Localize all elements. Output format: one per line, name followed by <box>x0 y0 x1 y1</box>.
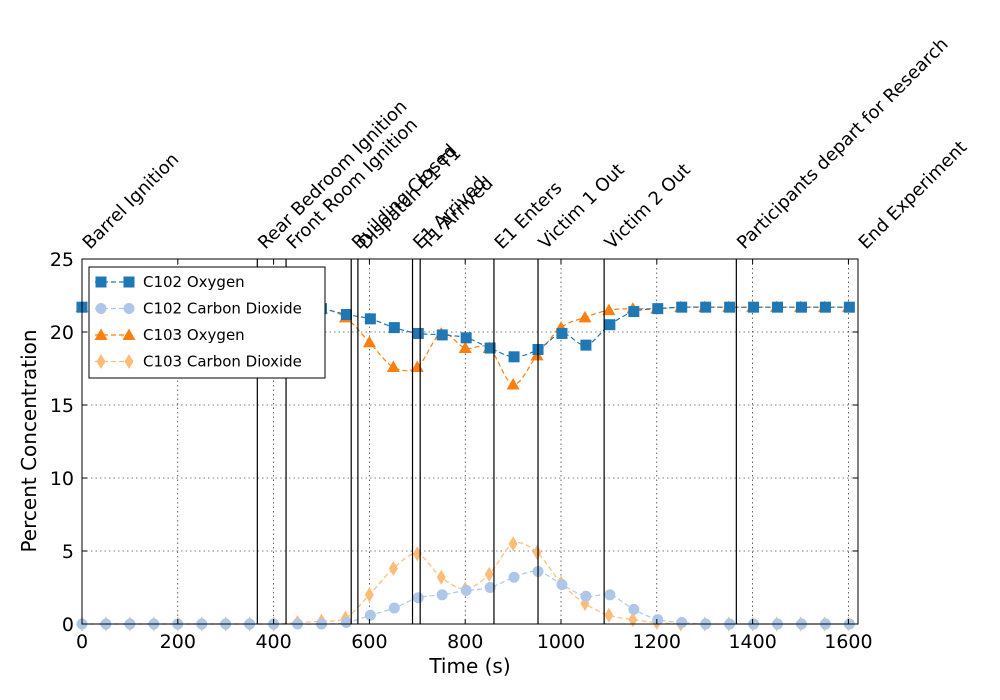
data-point <box>628 306 640 318</box>
series-c102-carbon-dioxide <box>76 565 855 630</box>
data-point <box>795 301 807 313</box>
data-point <box>843 301 855 313</box>
legend-marker <box>96 354 106 369</box>
data-point <box>506 378 520 390</box>
data-point <box>580 339 592 351</box>
data-point <box>412 546 422 562</box>
data-point <box>556 579 568 591</box>
data-point <box>676 301 688 313</box>
data-point <box>700 301 712 313</box>
legend-marker <box>123 276 135 288</box>
x-tick-label: 1200 <box>633 631 681 653</box>
data-point <box>436 329 448 341</box>
data-point <box>508 536 518 552</box>
data-point <box>652 303 664 315</box>
legend-label: C102 Carbon Dioxide <box>143 300 302 318</box>
x-axis-label: Time (s) <box>428 654 510 678</box>
data-point <box>748 301 760 313</box>
data-point <box>460 332 472 344</box>
data-point <box>412 327 424 339</box>
plot-frame <box>81 258 859 625</box>
data-point <box>436 589 448 601</box>
event-label: Front Room Ignition <box>283 114 422 253</box>
data-point <box>580 590 592 602</box>
data-point <box>628 612 638 628</box>
data-point <box>772 301 784 313</box>
series-line <box>81 570 850 625</box>
data-point <box>602 303 616 316</box>
y-axis-label: Percent Concentration <box>17 329 41 552</box>
data-point <box>484 582 496 593</box>
x-tick-label: 1000 <box>537 631 585 653</box>
legend-marker <box>123 303 135 314</box>
data-point <box>460 584 472 596</box>
data-point <box>364 609 376 621</box>
data-point <box>676 617 688 629</box>
data-point <box>484 342 496 354</box>
y-tick-label: 0 <box>62 614 74 636</box>
data-point <box>508 351 520 363</box>
data-point <box>652 614 664 626</box>
data-point <box>556 327 568 339</box>
legend-label: C102 Oxygen <box>143 273 245 291</box>
data-point <box>604 319 616 331</box>
data-point <box>508 571 520 583</box>
data-point <box>578 310 592 323</box>
legend-label: C103 Oxygen <box>143 326 245 344</box>
data-point <box>340 617 352 629</box>
legend-entry: C103 Oxygen <box>94 326 245 344</box>
data-point <box>388 602 400 614</box>
legend-marker <box>124 354 134 369</box>
data-point <box>532 544 542 560</box>
data-point <box>604 607 614 623</box>
legend-marker <box>122 328 136 340</box>
y-tick-label: 25 <box>50 249 74 271</box>
legend-marker <box>95 303 107 314</box>
y-tick-label: 5 <box>62 541 74 563</box>
data-point <box>362 335 376 348</box>
data-point <box>819 301 831 313</box>
data-point <box>724 301 736 313</box>
legend-marker <box>95 276 107 288</box>
data-point <box>604 589 616 601</box>
legend: C102 Oxygen C102 Carbon Dioxide C103 Oxyge… <box>88 266 326 379</box>
legend-entry: C103 Carbon Dioxide <box>95 353 302 371</box>
y-tick-label: 10 <box>50 468 74 490</box>
data-point <box>364 587 374 603</box>
data-point <box>364 313 376 325</box>
x-tick-label: 1600 <box>824 631 872 653</box>
data-point <box>388 322 400 334</box>
data-point <box>628 603 640 615</box>
x-tick-label: 400 <box>255 631 291 653</box>
data-point <box>388 561 398 577</box>
x-tick-label: 600 <box>351 631 387 653</box>
event-label: Barrel Ignition <box>79 149 184 254</box>
data-point <box>340 308 352 320</box>
x-tick-label: 1400 <box>728 631 776 653</box>
x-tick-label: 800 <box>447 631 483 653</box>
data-point <box>412 592 424 604</box>
legend-entry: C102 Oxygen <box>95 273 245 291</box>
y-tick-label: 15 <box>50 395 74 417</box>
event-label: End Experiment <box>855 137 972 254</box>
data-point <box>458 341 472 354</box>
data-point <box>484 566 494 582</box>
legend-label: C103 Carbon Dioxide <box>143 353 302 371</box>
data-point <box>386 360 400 373</box>
x-tick-label: 0 <box>76 631 88 653</box>
legend-entry: C102 Carbon Dioxide <box>95 300 302 318</box>
data-point <box>436 569 446 585</box>
y-tick-label: 20 <box>50 322 74 344</box>
legend-marker <box>94 328 108 340</box>
axis-ticks: 0 200 400 600 800 1000 1200 1400 1600 0 5 10 15 20 25 <box>50 249 873 653</box>
x-tick-label: 200 <box>160 631 196 653</box>
event-label: Participants depart for Research <box>733 34 953 254</box>
